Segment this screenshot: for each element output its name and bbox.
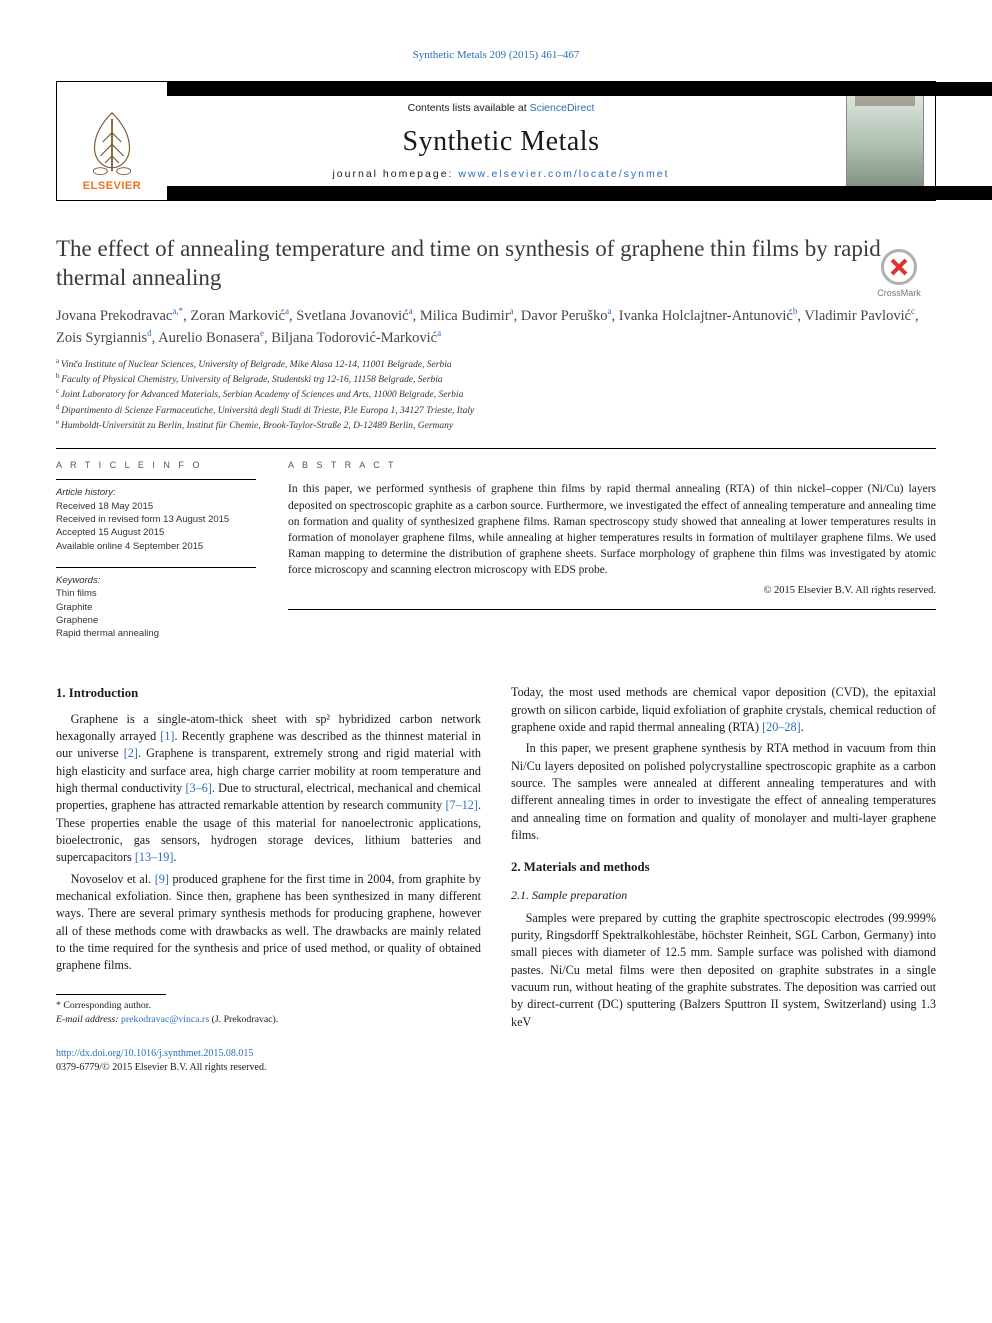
author: Jovana Prekodravac: [56, 308, 172, 324]
homepage-line: journal homepage: www.elsevier.com/locat…: [332, 167, 669, 182]
author-affil-sup: d: [147, 328, 152, 338]
keyword: Graphite: [56, 601, 256, 614]
corresponding-footnote: * Corresponding author. E-mail address: …: [56, 994, 481, 1027]
author: Zois Syrgiannis: [56, 330, 147, 346]
contents-line: Contents lists available at ScienceDirec…: [408, 101, 595, 116]
author-affil-sup: a: [409, 306, 413, 316]
homepage-link[interactable]: www.elsevier.com/locate/synmet: [458, 168, 669, 180]
col2-para-1: Today, the most used methods are chemica…: [511, 684, 936, 736]
homepage-prefix: journal homepage:: [332, 168, 458, 180]
publisher-block: ELSEVIER: [57, 82, 167, 200]
section-intro-head: 1. Introduction: [56, 684, 481, 702]
crossmark-label: CrossMark: [862, 287, 936, 300]
meta-row: A R T I C L E I N F O Article history: R…: [56, 459, 936, 641]
subsection-sp-head: 2.1. Sample preparation: [511, 887, 936, 904]
author: Biljana Todorović-Marković: [271, 330, 437, 346]
author-affil-sup: a,*: [172, 306, 183, 316]
author: Zoran Marković: [190, 308, 285, 324]
email-link[interactable]: prekodravac@vinca.rs: [121, 1014, 209, 1025]
citation-ref[interactable]: [9]: [155, 872, 169, 886]
abstract-head: A B S T R A C T: [288, 459, 936, 472]
history-label: Article history:: [56, 486, 256, 499]
doi-link[interactable]: http://dx.doi.org/10.1016/j.synthmet.201…: [56, 1048, 253, 1059]
author: Milica Budimir: [420, 308, 510, 324]
affiliation: b Faculty of Physical Chemistry, Univers…: [56, 372, 936, 387]
abstract-copyright: © 2015 Elsevier B.V. All rights reserved…: [288, 584, 936, 599]
keyword: Thin films: [56, 587, 256, 600]
info-rule-1: [56, 479, 256, 480]
history-online: Available online 4 September 2015: [56, 540, 256, 553]
email-label: E-mail address:: [56, 1014, 121, 1025]
author-affil-sup: a: [437, 328, 441, 338]
intro-para-2: Novoselov et al. [9] produced graphene f…: [56, 871, 481, 975]
article-info: A R T I C L E I N F O Article history: R…: [56, 459, 256, 641]
keywords-list: Thin filmsGraphiteGrapheneRapid thermal …: [56, 587, 256, 640]
rule-top: [56, 448, 936, 449]
doi-block: http://dx.doi.org/10.1016/j.synthmet.201…: [56, 1047, 936, 1075]
author-affil-sup: a: [510, 306, 514, 316]
body-columns: 1. Introduction Graphene is a single-ato…: [56, 684, 936, 1034]
contents-prefix: Contents lists available at: [408, 102, 530, 114]
article-info-head: A R T I C L E I N F O: [56, 459, 256, 472]
citation-ref[interactable]: [2]: [124, 746, 138, 760]
crossmark-icon: [881, 249, 917, 285]
header-mid: Contents lists available at ScienceDirec…: [167, 82, 835, 200]
affiliation: c Joint Laboratory for Advanced Material…: [56, 387, 936, 402]
citation-ref[interactable]: [13–19]: [135, 850, 174, 864]
sciencedirect-link[interactable]: ScienceDirect: [530, 102, 595, 114]
keywords-label: Keywords:: [56, 574, 256, 587]
running-head: Synthetic Metals 209 (2015) 461–467: [56, 48, 936, 63]
cover-thumb-wrap: [835, 82, 935, 200]
history-revised: Received in revised form 13 August 2015: [56, 513, 256, 526]
page-root: Synthetic Metals 209 (2015) 461–467 ELSE…: [0, 0, 992, 1115]
abstract-block: A B S T R A C T In this paper, we perfor…: [288, 459, 936, 641]
author: Aurelio Bonasera: [158, 330, 260, 346]
author-affil-sup: e: [260, 328, 264, 338]
footnote-rule: [56, 994, 166, 995]
journal-header: ELSEVIER Contents lists available at Sci…: [56, 81, 936, 201]
journal-cover-icon: [846, 91, 924, 191]
abstract-text: In this paper, we performed synthesis of…: [288, 481, 936, 578]
info-rule-2: [56, 567, 256, 568]
keyword: Graphene: [56, 614, 256, 627]
citation-ref[interactable]: [20–28]: [762, 720, 801, 734]
author-affil-sup: a: [608, 306, 612, 316]
history-accepted: Accepted 15 August 2015: [56, 526, 256, 539]
col2-para-2: In this paper, we present graphene synth…: [511, 740, 936, 844]
publisher-word: ELSEVIER: [83, 179, 141, 194]
sp-para-1: Samples were prepared by cutting the gra…: [511, 910, 936, 1031]
citation-ref[interactable]: [1]: [160, 729, 174, 743]
issn-line: 0379-6779/© 2015 Elsevier B.V. All right…: [56, 1061, 936, 1075]
history-received: Received 18 May 2015: [56, 500, 256, 513]
author: Svetlana Jovanović: [296, 308, 408, 324]
citation-ref[interactable]: [7–12]: [445, 798, 478, 812]
article-title: The effect of annealing temperature and …: [56, 235, 936, 293]
author-affil-sup: b: [793, 306, 798, 316]
author: Vladimir Pavlović: [804, 308, 911, 324]
affiliation: e Humboldt-Universität zu Berlin, Instit…: [56, 418, 936, 433]
authors-block: Jovana Prekodravaca,*, Zoran Markovića, …: [56, 305, 936, 349]
corr-author: * Corresponding author.: [56, 999, 481, 1013]
author: Davor Peruško: [521, 308, 608, 324]
citation-ref[interactable]: [3–6]: [185, 781, 211, 795]
author-affil-sup: c: [911, 306, 915, 316]
author-affil-sup: a: [285, 306, 289, 316]
abstract-rule: [288, 609, 936, 610]
corr-email-line: E-mail address: prekodravac@vinca.rs (J.…: [56, 1013, 481, 1027]
affiliations-block: a Vinča Institute of Nuclear Sciences, U…: [56, 357, 936, 434]
elsevier-tree-icon: [77, 107, 147, 177]
journal-title: Synthetic Metals: [403, 122, 600, 161]
email-who: (J. Prekodravac).: [209, 1014, 278, 1025]
running-head-link[interactable]: Synthetic Metals 209 (2015) 461–467: [413, 49, 580, 61]
affiliation: a Vinča Institute of Nuclear Sciences, U…: [56, 357, 936, 372]
keyword: Rapid thermal annealing: [56, 627, 256, 640]
section-mm-head: 2. Materials and methods: [511, 858, 936, 876]
author: Ivanka Holclajtner-Antunović: [619, 308, 793, 324]
affiliation: d Dipartimento di Scienze Farmaceutiche,…: [56, 403, 936, 418]
intro-para-1: Graphene is a single-atom-thick sheet wi…: [56, 711, 481, 867]
